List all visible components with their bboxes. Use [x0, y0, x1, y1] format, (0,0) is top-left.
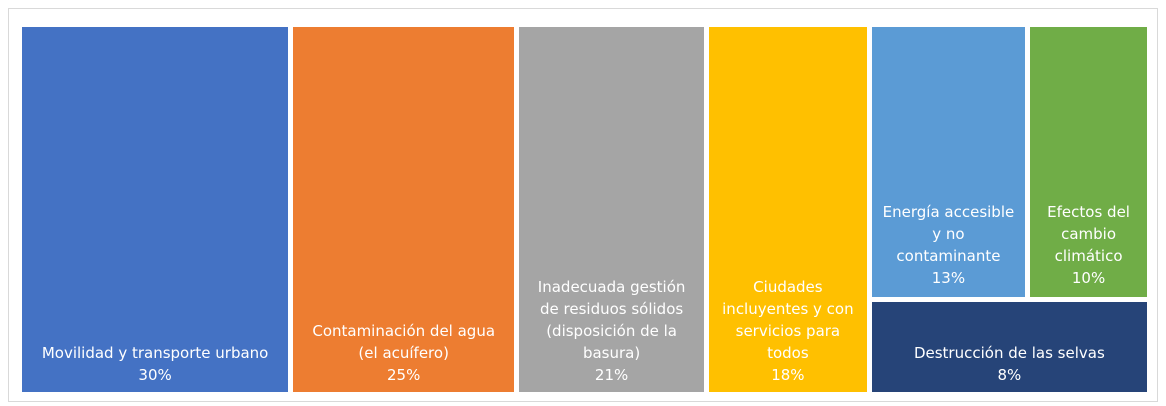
tile-label: Movilidad y transporte urbano — [41, 344, 269, 362]
treemap-tile: Efectos del cambio climático 10% — [1030, 27, 1147, 297]
treemap-tile: Energía accesible y no contaminante 13% — [871, 27, 1026, 297]
tile-value-label: 18% — [771, 366, 805, 384]
tile-label: Inadecuada gestión de residuos sólidos (… — [537, 278, 686, 362]
tile-label: Ciudades incluyentes y con servicios par… — [722, 278, 854, 362]
tile-value-label: 8% — [997, 365, 1022, 384]
treemap-tile: Contaminación del agua (el acuífero) 25% — [293, 27, 515, 392]
tile-value-label: 10% — [1071, 268, 1106, 287]
treemap-tile: Ciudades incluyentes y con servicios par… — [709, 27, 867, 392]
tile-value-label: 30% — [138, 366, 172, 384]
treemap-tile: Movilidad y transporte urbano 30% — [22, 27, 289, 392]
tile-label: Destrucción de las selvas — [913, 343, 1105, 362]
chart-frame — [8, 8, 1158, 402]
tile-label: Energía accesible y no contaminante — [882, 202, 1015, 265]
treemap-tile: Inadecuada gestión de residuos sólidos (… — [519, 27, 705, 392]
tile-label: Contaminación del agua (el acuífero) — [312, 322, 496, 362]
tile-label: Efectos del cambio climático — [1047, 202, 1130, 265]
tile-value-label: 21% — [594, 366, 629, 384]
tile-value-label: 13% — [931, 268, 966, 287]
tile-value-label: 25% — [387, 366, 421, 384]
treemap-tile: Destrucción de las selvas 8% — [871, 301, 1147, 392]
